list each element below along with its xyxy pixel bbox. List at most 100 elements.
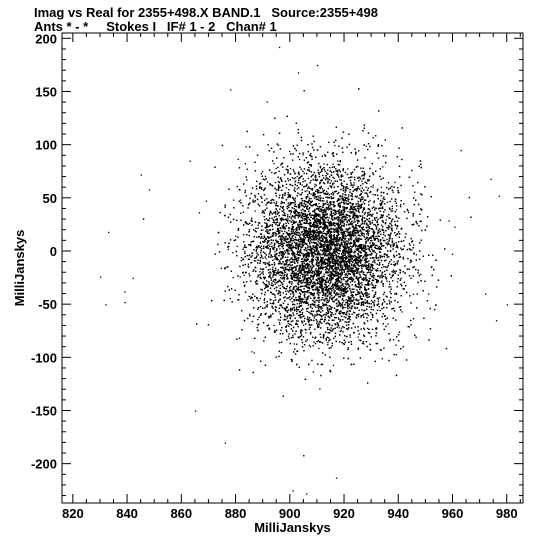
scatter-point [342, 168, 344, 171]
scatter-point [315, 267, 317, 270]
scatter-point [328, 203, 330, 205]
scatter-point [272, 284, 274, 286]
scatter-point [366, 257, 368, 259]
scatter-point [398, 306, 400, 308]
scatter-point [296, 210, 298, 213]
chart-title: Imag vs Real for 2355+498.X BAND.1 Sourc… [34, 5, 378, 20]
scatter-point [319, 187, 321, 190]
scatter-point [308, 286, 310, 289]
scatter-point [285, 240, 287, 242]
scatter-point [356, 307, 359, 309]
scatter-point [281, 305, 283, 307]
scatter-point [395, 292, 397, 294]
scatter-point [366, 215, 368, 217]
scatter-point [263, 277, 265, 279]
scatter-point [327, 209, 330, 211]
scatter-point [340, 258, 343, 260]
scatter-point [280, 281, 282, 283]
scatter-point [319, 183, 321, 185]
scatter-point [372, 193, 374, 196]
scatter-point [273, 163, 275, 165]
scatter-point [376, 245, 379, 247]
scatter-point [280, 304, 282, 306]
scatter-point [252, 270, 254, 272]
scatter-point [319, 226, 321, 228]
scatter-point [280, 235, 282, 237]
scatter-point [264, 226, 266, 229]
scatter-point [327, 341, 329, 344]
scatter-point [297, 217, 300, 219]
scatter-point [350, 212, 352, 214]
scatter-point [265, 258, 267, 260]
scatter-point [394, 181, 396, 184]
scatter-point [365, 145, 367, 147]
scatter-point [314, 315, 316, 317]
scatter-point [378, 262, 381, 264]
scatter-point [388, 217, 390, 219]
scatter-point [373, 201, 375, 204]
scatter-point [290, 257, 292, 259]
scatter-point [316, 189, 318, 191]
scatter-point [267, 202, 270, 204]
scatter-point [389, 340, 391, 342]
scatter-point [372, 267, 374, 269]
scatter-point [285, 219, 288, 221]
scatter-point [259, 271, 261, 273]
chart-subtitle: Ants * - * Stokes I IF# 1 - 2 Chan# 1 [34, 19, 277, 34]
scatter-point [284, 271, 287, 274]
scatter-point [355, 265, 357, 267]
scatter-point [289, 213, 292, 215]
scatter-point [286, 276, 289, 279]
scatter-point [295, 206, 297, 208]
scatter-point [240, 260, 242, 262]
scatter-point [381, 266, 383, 269]
scatter-point [294, 234, 296, 236]
scatter-point [377, 267, 379, 270]
scatter-point [349, 281, 352, 283]
scatter-point [251, 351, 253, 353]
scatter-point [341, 199, 343, 201]
scatter-point [312, 263, 314, 266]
scatter-point [343, 209, 346, 211]
scatter-point [370, 252, 373, 254]
scatter-point [318, 310, 321, 312]
scatter-point [388, 299, 390, 302]
scatter-point [351, 296, 354, 298]
scatter-point [377, 269, 379, 272]
scatter-point [314, 216, 316, 218]
scatter-point [338, 327, 340, 329]
scatter-point [333, 260, 335, 262]
scatter-point [309, 229, 311, 231]
scatter-point [326, 262, 329, 264]
scatter-point [299, 268, 301, 270]
scatter-point [239, 276, 241, 278]
scatter-point [344, 241, 347, 243]
scatter-point [294, 304, 296, 306]
scatter-point [354, 256, 357, 258]
scatter-point [323, 232, 325, 234]
scatter-point [305, 332, 307, 334]
scatter-point [387, 241, 389, 243]
scatter-point [359, 200, 362, 203]
scatter-point [307, 208, 309, 210]
scatter-point [368, 260, 370, 262]
scatter-point [289, 220, 291, 222]
scatter-point [362, 201, 365, 203]
scatter-point [330, 313, 332, 316]
scatter-point [357, 272, 359, 274]
scatter-point [371, 328, 374, 330]
scatter-point [324, 169, 326, 171]
scatter-point [336, 238, 339, 240]
scatter-point [350, 239, 353, 241]
scatter-point [302, 239, 304, 241]
scatter-point [265, 266, 267, 268]
scatter-point [401, 311, 403, 313]
scatter-point [386, 238, 388, 241]
scatter-point [415, 254, 417, 256]
scatter-point [345, 215, 347, 217]
scatter-point [357, 277, 359, 280]
scatter-point [236, 245, 238, 247]
scatter-point [304, 185, 306, 188]
scatter-point [289, 261, 291, 263]
scatter-point [310, 198, 312, 200]
